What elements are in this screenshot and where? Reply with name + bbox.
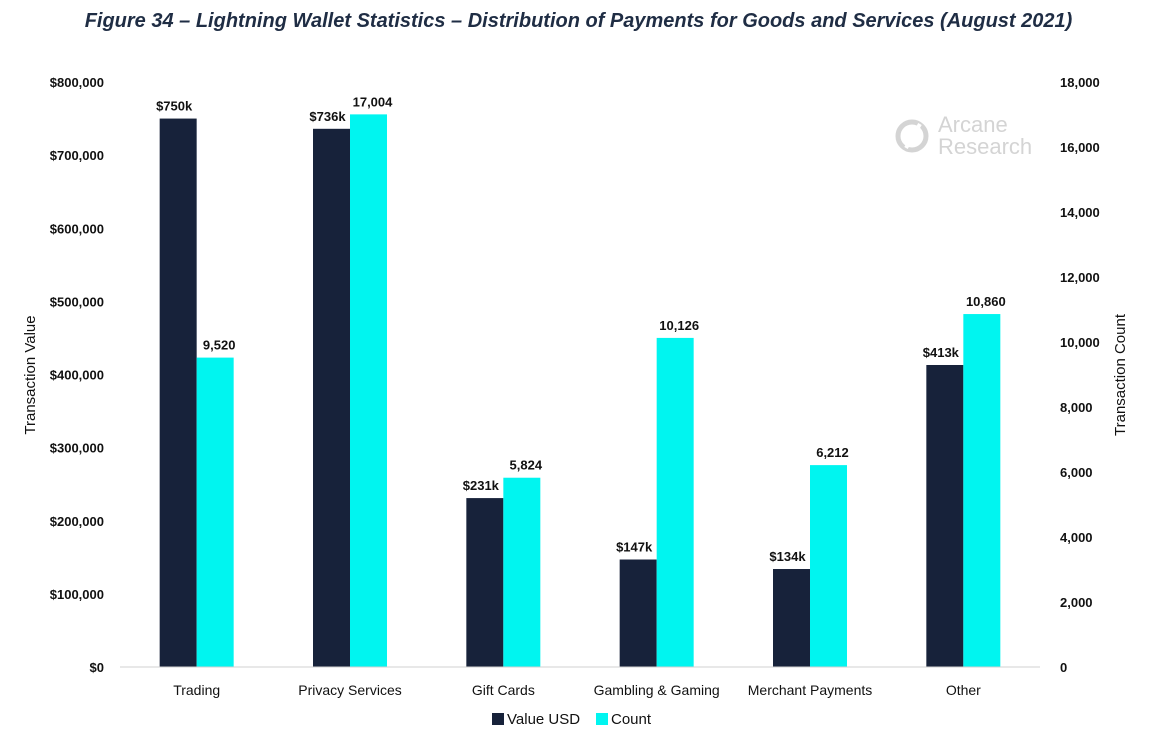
y-axis-title: Transaction Value (22, 315, 39, 434)
bar-count (810, 465, 847, 667)
bar-value-usd (619, 559, 657, 667)
y-tick-label: $400,000 (50, 368, 104, 383)
data-label-value-usd: $231k (463, 478, 500, 493)
bar-value-usd (313, 128, 350, 668)
y-tick-label: $100,000 (50, 587, 104, 602)
y2-tick-label: 14,000 (1060, 205, 1100, 220)
data-label-value-usd: $750k (156, 99, 193, 114)
chart-title: Figure 34 – Lightning Wallet Statistics … (84, 10, 1073, 32)
bar-value-usd (466, 498, 504, 667)
bars (159, 114, 1001, 668)
category-labels: Trading Privacy Services Gift Cards Gamblin… (173, 682, 981, 698)
data-label-value-usd: $413k (923, 345, 960, 360)
x-category-label: Other (946, 682, 981, 698)
y2-tick-label: 4,000 (1060, 530, 1093, 545)
x-category-label: Gambling & Gaming (594, 682, 720, 698)
bar-count (963, 314, 1001, 667)
y-tick-label: $200,000 (50, 514, 104, 529)
legend-swatch-count (596, 713, 608, 725)
data-label-value-usd: $736k (309, 109, 346, 124)
x-category-label: Gift Cards (472, 682, 535, 698)
bar-count (656, 337, 694, 667)
watermark-line2: Research (938, 134, 1032, 159)
arcane-research-watermark: Arcane Research (895, 112, 1032, 159)
y-tick-label: $0 (90, 660, 104, 675)
y2-tick-label: 6,000 (1060, 465, 1093, 480)
data-label-count: 10,126 (659, 318, 699, 333)
bar-value-usd (773, 569, 810, 667)
x-category-label: Privacy Services (298, 682, 401, 698)
y2-tick-label: 16,000 (1060, 140, 1100, 155)
y2-tick-label: 12,000 (1060, 270, 1100, 285)
y2-tick-label: 0 (1060, 660, 1067, 675)
data-label-count: 9,520 (203, 338, 236, 353)
y2-tick-label: 8,000 (1060, 400, 1093, 415)
data-label-value-usd: $147k (616, 540, 653, 555)
x-category-label: Merchant Payments (748, 682, 873, 698)
data-label-count: 17,004 (353, 94, 394, 109)
y2-tick-label: 18,000 (1060, 75, 1100, 90)
data-label-count: 5,824 (510, 458, 543, 473)
y2-tick-label: 10,000 (1060, 335, 1100, 350)
data-label-count: 10,860 (966, 294, 1006, 309)
legend: Value USD Count (492, 711, 652, 728)
legend-label-value-usd: Value USD (507, 711, 580, 728)
y2-tick-label: 2,000 (1060, 595, 1093, 610)
data-label-count: 6,212 (816, 445, 849, 460)
bar-count (196, 357, 234, 667)
y2-axis-title: Transaction Count (1112, 313, 1129, 436)
data-labels: $750k 9,520 $736k 17,004 $231k 5,824 $147k 10,1… (156, 94, 1006, 564)
y-tick-label: $600,000 (50, 221, 104, 236)
watermark-line1: Arcane (938, 112, 1008, 137)
y-tick-label: $800,000 (50, 75, 104, 90)
legend-swatch-value-usd (492, 713, 504, 725)
bar-value-usd (926, 364, 964, 667)
data-label-value-usd: $134k (769, 549, 806, 564)
y-tick-label: $300,000 (50, 441, 104, 456)
y-tick-label: $700,000 (50, 148, 104, 163)
x-category-label: Trading (173, 682, 220, 698)
y-tick-label: $500,000 (50, 294, 104, 309)
left-axis: $0 $100,000 $200,000 $300,000 $400,000 $500,0… (50, 75, 104, 675)
bar-count (350, 114, 387, 668)
bar-count (503, 477, 541, 667)
watermark-logo-icon (895, 119, 929, 153)
legend-label-count: Count (611, 711, 652, 728)
right-axis: 0 2,000 4,000 6,000 8,000 10,000 12,000 14,000 1… (1060, 75, 1100, 675)
bar-value-usd (159, 118, 197, 667)
